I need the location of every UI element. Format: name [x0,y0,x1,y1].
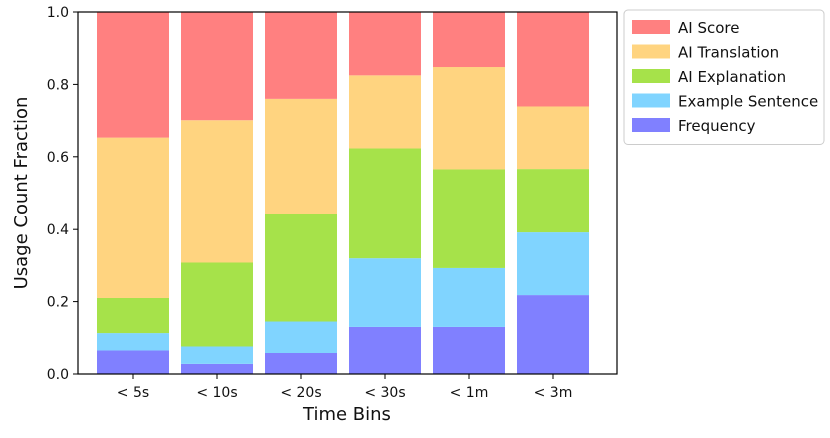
bar-segment-frequency [517,295,589,374]
bar-segment-ai-translation [265,98,337,214]
bar-segment-example-sentence [349,258,421,327]
x-tick-label: < 30s [364,385,405,401]
legend-label: AI Explanation [678,68,786,86]
bar-segment-ai-score [349,12,421,76]
y-axis-label: Usage Count Fraction [11,97,32,290]
bar-segment-ai-explanation [265,213,337,322]
y-tick-label: 0.4 [47,222,69,238]
y-tick-label: 1.0 [47,5,69,21]
y-tick-label: 0.2 [47,295,69,311]
y-tick-label: 0.0 [47,367,69,383]
bar-segment-ai-explanation [433,169,505,268]
legend-swatch [632,20,670,34]
bar-segment-example-sentence [517,232,589,296]
bar-segment-ai-explanation [517,169,589,233]
bar-segment-ai-translation [349,75,421,149]
x-tick-label: < 10s [196,385,237,401]
bar-segment-ai-explanation [97,297,169,334]
bar-segment-ai-translation [97,137,169,298]
bar-segment-frequency [349,326,421,374]
bar-segment-ai-score [265,12,337,99]
legend-box [623,9,825,145]
bar-segment-frequency [97,350,169,374]
bar-segment-ai-score [181,12,253,121]
bar-segment-example-sentence [97,333,169,351]
bar-segment-example-sentence [265,321,337,354]
legend-label: AI Translation [678,44,779,62]
bar-segment-example-sentence [181,346,253,364]
legend-label: AI Score [678,19,739,37]
y-axis: 0.0 0.2 0.4 0.6 0.8 1.0 [47,5,78,383]
bar-segment-frequency [181,363,253,374]
y-tick-label: 0.8 [47,77,69,93]
bar-segment-frequency [433,326,505,374]
bar-segment-ai-score [517,12,589,107]
x-tick-label: < 1m [450,385,489,401]
y-tick-label: 0.6 [47,150,69,166]
legend-swatch [632,69,670,83]
bar-segment-example-sentence [433,267,505,327]
plot-frame [77,11,618,375]
legend-swatch [632,118,670,132]
bar-segment-ai-explanation [181,262,253,347]
bar-segment-ai-translation [433,67,505,170]
bars-layer [97,12,589,374]
bar-segment-ai-score [97,12,169,138]
x-axis: < 5s < 10s < 20s < 30s < 1m < 3m [117,374,573,401]
bar-segment-ai-explanation [349,148,421,259]
bar-segment-ai-score [433,12,505,68]
x-tick-label: < 5s [117,385,149,401]
legend-swatch [632,93,670,108]
bar-segment-frequency [265,353,337,374]
x-tick-label: < 20s [280,385,321,401]
legend: AI Score AI Translation AI Explanation Exam… [623,9,825,145]
legend-label: Example Sentence [678,93,818,111]
legend-label: Frequency [678,117,756,135]
bar-segment-ai-translation [181,120,253,263]
x-tick-label: < 3m [534,385,573,401]
legend-swatch [632,44,670,59]
x-axis-label: Time Bins [302,404,391,425]
bar-segment-ai-translation [517,106,589,170]
